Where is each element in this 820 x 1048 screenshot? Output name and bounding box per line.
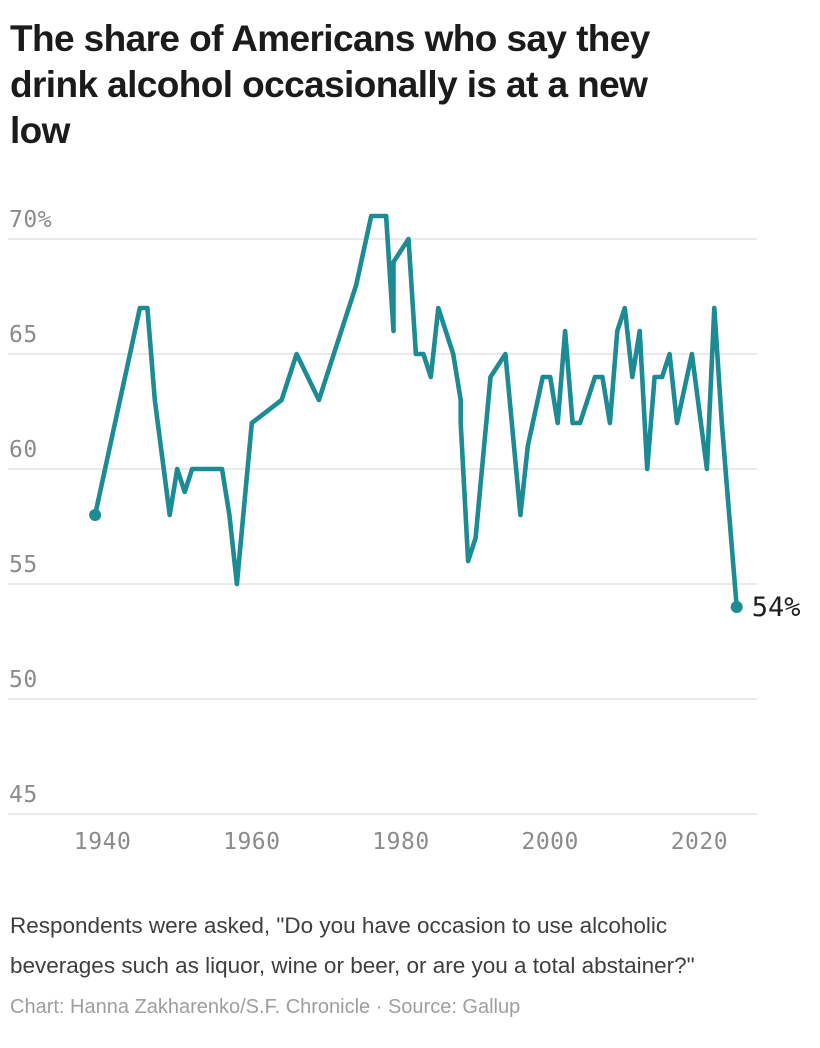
line-chart: 70% 65 60 55 50 45 1940 1960 1980 2000 2020 54%: [8, 207, 801, 855]
y-tick-label: 70%: [9, 207, 53, 233]
y-tick-label: 65: [9, 322, 38, 348]
data-point-marker: [89, 509, 102, 521]
chart-title-line-1: The share of Americans who say they: [10, 18, 650, 59]
x-tick-label: 1960: [223, 829, 281, 855]
y-tick-label: 45: [9, 782, 38, 808]
x-tick-label: 2000: [521, 829, 579, 855]
chart-title-line-2: drink alcohol occasionally is at a new: [10, 64, 648, 105]
footnote-line-2: beverages such as liquor, wine or beer, …: [10, 953, 695, 978]
y-tick-label: 50: [9, 667, 38, 693]
data-point-marker: [730, 601, 743, 613]
chart-title-line-3: low: [10, 110, 70, 151]
plot-svg: [8, 213, 757, 815]
x-tick-label: 1940: [73, 829, 132, 855]
y-tick-label: 55: [9, 552, 38, 578]
x-tick-label: 2020: [670, 829, 729, 855]
y-tick-label: 60: [9, 437, 38, 463]
end-value-label: 54%: [751, 592, 801, 623]
data-line: [92, 213, 740, 610]
footnote-line-1: Respondents were asked, "Do you have occ…: [10, 913, 668, 938]
footnote: Respondents were asked, "Do you have occ…: [10, 906, 810, 986]
credit-line: Chart: Hanna Zakharenko/S.F. Chronicle ·…: [10, 996, 521, 1018]
x-tick-label: 1980: [372, 829, 430, 855]
chart-title: The share of Americans who say they drin…: [10, 16, 810, 154]
